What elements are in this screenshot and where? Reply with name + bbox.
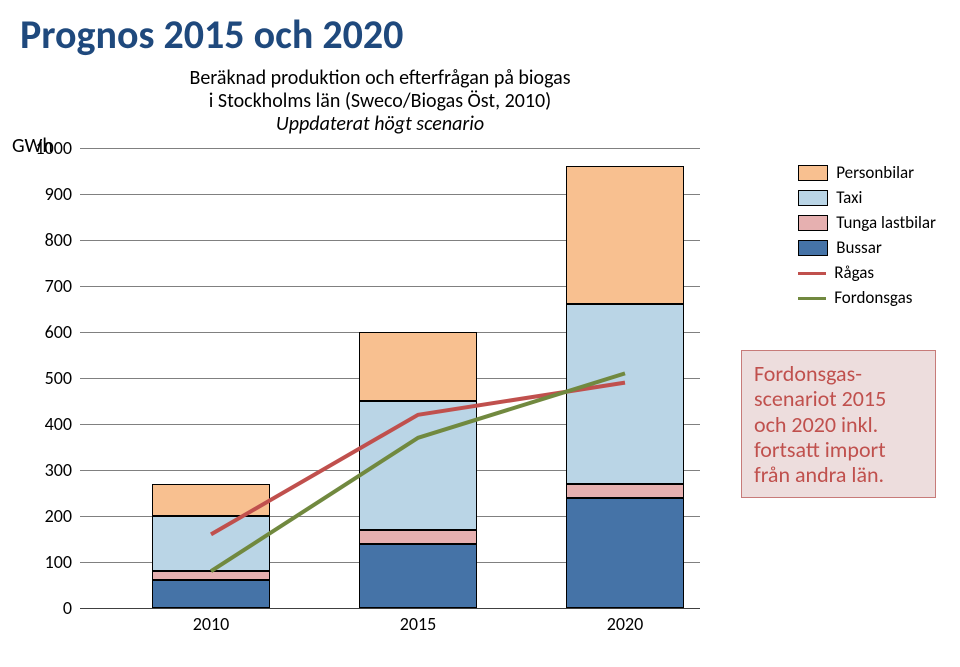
y-tick-label: 1000 bbox=[12, 137, 72, 159]
legend-label: Tunga lastbilar bbox=[836, 212, 936, 235]
y-tick-label: 600 bbox=[12, 321, 72, 343]
legend-label: Rågas bbox=[834, 262, 874, 285]
y-tick-label: 200 bbox=[12, 505, 72, 527]
legend-swatch bbox=[798, 190, 828, 206]
legend-item: Personbilar bbox=[798, 162, 936, 185]
x-tick-label: 2015 bbox=[359, 613, 477, 635]
subtitle-line-2: i Stockholms län (Sweco/Biogas Öst, 2010… bbox=[140, 90, 620, 113]
y-tick-label: 700 bbox=[12, 275, 72, 297]
plot-area: 01002003004005006007008009001000 bbox=[80, 148, 700, 608]
legend-label: Fordonsgas bbox=[834, 287, 912, 310]
annotation-line: från andra län. bbox=[754, 462, 923, 487]
annotation-line: Fordonsgas- bbox=[754, 361, 923, 386]
line-ragas bbox=[211, 383, 625, 535]
x-tick-label: 2010 bbox=[152, 613, 270, 635]
y-tick-label: 500 bbox=[12, 367, 72, 389]
y-tick-label: 300 bbox=[12, 459, 72, 481]
y-tick-label: 100 bbox=[12, 551, 72, 573]
annotation-line: scenariot 2015 bbox=[754, 386, 923, 411]
legend-line-swatch bbox=[798, 297, 826, 300]
line-overlay bbox=[80, 148, 700, 608]
y-tick-label: 800 bbox=[12, 229, 72, 251]
page-title: Prognos 2015 och 2020 bbox=[20, 10, 940, 59]
subtitle-line-1: Beräknad produktion och efterfrågan på b… bbox=[140, 67, 620, 90]
annotation-box: Fordonsgas-scenariot 2015och 2020 inkl.f… bbox=[741, 350, 936, 498]
x-tick-label: 2020 bbox=[566, 613, 684, 635]
legend-item: Taxi bbox=[798, 187, 936, 210]
y-tick-label: 900 bbox=[12, 183, 72, 205]
slide: Prognos 2015 och 2020 Beräknad produktio… bbox=[0, 0, 960, 667]
legend-swatch bbox=[798, 240, 828, 256]
legend-line-swatch bbox=[798, 272, 826, 275]
legend-item: Bussar bbox=[798, 237, 936, 260]
legend-item: Tunga lastbilar bbox=[798, 212, 936, 235]
legend-swatch bbox=[798, 215, 828, 231]
chart-area: 01002003004005006007008009001000 2010 201… bbox=[80, 148, 700, 638]
subtitle-line-3: Uppdaterat högt scenario bbox=[140, 113, 620, 136]
legend-label: Personbilar bbox=[836, 162, 914, 185]
gridline bbox=[80, 608, 700, 609]
y-tick-label: 0 bbox=[12, 597, 72, 619]
legend-label: Bussar bbox=[836, 237, 882, 260]
legend-item: Fordonsgas bbox=[798, 287, 936, 310]
line-fordonsgas bbox=[211, 373, 625, 571]
legend-swatch bbox=[798, 165, 828, 181]
subtitle-block: Beräknad produktion och efterfrågan på b… bbox=[140, 67, 620, 136]
legend-label: Taxi bbox=[836, 187, 862, 210]
annotation-line: fortsatt import bbox=[754, 437, 923, 462]
legend: PersonbilarTaxiTunga lastbilarBussarRåga… bbox=[798, 162, 936, 312]
y-tick-label: 400 bbox=[12, 413, 72, 435]
legend-item: Rågas bbox=[798, 262, 936, 285]
annotation-line: och 2020 inkl. bbox=[754, 412, 923, 437]
